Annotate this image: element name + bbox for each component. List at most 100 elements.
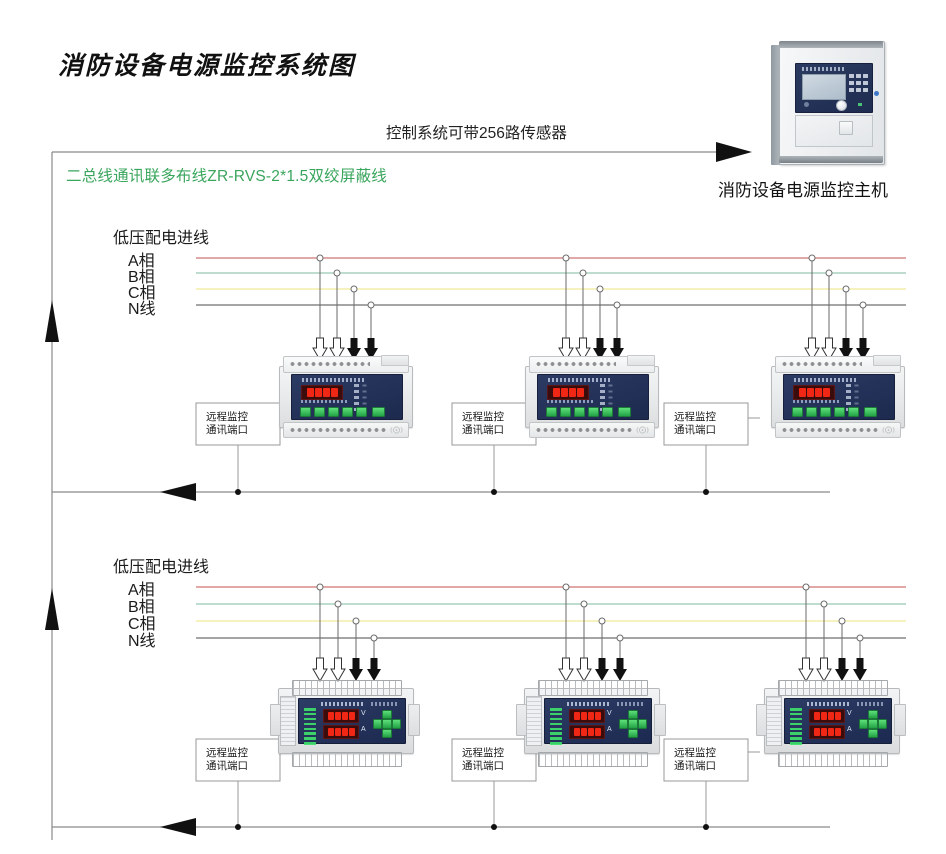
status-led-bar bbox=[304, 708, 316, 747]
port-label-line1: 远程监控 bbox=[462, 747, 504, 759]
port-label-line2: 通讯端口 bbox=[462, 423, 504, 436]
port-label-dev-1-3: 远程监控 通讯端口 bbox=[674, 411, 716, 436]
device-dev-2-3[interactable]: V A bbox=[756, 676, 906, 768]
port-label-line1: 远程监控 bbox=[462, 411, 504, 423]
nav-left-button[interactable] bbox=[619, 719, 628, 729]
terminal-holes bbox=[290, 427, 386, 433]
drops-dev-2-2 bbox=[558, 583, 627, 682]
voltage-display bbox=[569, 709, 605, 723]
side-tab bbox=[873, 355, 901, 366]
navigation-keypad[interactable] bbox=[619, 710, 647, 738]
sub-label bbox=[547, 400, 593, 403]
button-row[interactable] bbox=[300, 407, 367, 417]
enter-button[interactable] bbox=[864, 407, 877, 417]
current-display bbox=[569, 725, 605, 739]
current-display bbox=[809, 725, 845, 739]
enter-button[interactable] bbox=[372, 407, 385, 417]
button-row[interactable] bbox=[792, 407, 859, 417]
terminal-strip-bottom bbox=[283, 422, 409, 438]
device-dev-1-2[interactable] bbox=[521, 352, 661, 438]
terminal-strip-bottom bbox=[292, 752, 402, 767]
terminal-holes bbox=[290, 361, 370, 367]
control-panel[interactable] bbox=[795, 63, 873, 113]
heatsink-fins bbox=[280, 696, 296, 746]
port-label-line2: 通讯端口 bbox=[674, 423, 716, 436]
device-dev-2-2[interactable]: V A bbox=[516, 676, 666, 768]
status-led-bar bbox=[550, 708, 562, 747]
nav-enter-button[interactable] bbox=[868, 719, 878, 729]
panel-round-button[interactable] bbox=[836, 100, 847, 111]
port-label-dev-2-2: 远程监控 通讯端口 bbox=[462, 747, 504, 772]
panel-indicator-grid[interactable] bbox=[849, 74, 869, 98]
sub-label bbox=[301, 400, 347, 403]
nav-left-button[interactable] bbox=[373, 719, 382, 729]
nav-enter-button[interactable] bbox=[382, 719, 392, 729]
heatsink-fins bbox=[766, 696, 782, 746]
port-leaders-upper bbox=[195, 402, 760, 495]
terminal-holes bbox=[782, 361, 862, 367]
nav-right-button[interactable] bbox=[878, 719, 887, 729]
phase-label-a-lower: A相 bbox=[128, 582, 155, 599]
phase-label-b-lower: B相 bbox=[128, 599, 155, 616]
led-display bbox=[793, 385, 835, 400]
device-dev-1-3[interactable] bbox=[767, 352, 907, 438]
port-label-line2: 通讯端口 bbox=[674, 759, 716, 772]
nav-up-button[interactable] bbox=[628, 710, 638, 719]
port-label-line1: 远程监控 bbox=[674, 747, 716, 759]
port-label-line1: 远程监控 bbox=[206, 411, 248, 423]
panel-title-text bbox=[802, 67, 844, 71]
device-dev-2-1[interactable]: V A bbox=[270, 676, 420, 768]
door-handle[interactable] bbox=[839, 121, 853, 135]
nav-up-button[interactable] bbox=[382, 710, 392, 719]
nav-left-button[interactable] bbox=[859, 719, 868, 729]
device-faceplate bbox=[537, 374, 649, 420]
page-title: 消防设备电源监控系统图 bbox=[58, 51, 356, 80]
left-arrow-icon bbox=[160, 483, 196, 501]
voltage-display bbox=[809, 709, 845, 723]
phase-label-c-lower: C相 bbox=[128, 616, 156, 633]
nav-up-button[interactable] bbox=[868, 710, 878, 719]
port-label-dev-2-3: 远程监控 通讯端口 bbox=[674, 747, 716, 772]
monitoring-host-cabinet[interactable] bbox=[771, 41, 885, 165]
sub-label bbox=[793, 400, 839, 403]
nav-enter-button[interactable] bbox=[628, 719, 638, 729]
communication-bus bbox=[45, 142, 830, 840]
phase-label-n-upper: N线 bbox=[128, 301, 156, 318]
cabinet-door[interactable] bbox=[795, 115, 873, 147]
device-faceplate: V A bbox=[544, 698, 652, 747]
device-dev-1-1[interactable] bbox=[275, 352, 415, 438]
terminal-strip-bottom bbox=[778, 752, 888, 767]
nav-right-button[interactable] bbox=[638, 719, 647, 729]
device-faceplate bbox=[291, 374, 403, 420]
nav-right-button[interactable] bbox=[392, 719, 401, 729]
panel-small-button[interactable] bbox=[804, 102, 809, 107]
nav-down-button[interactable] bbox=[868, 729, 878, 738]
current-unit: A bbox=[607, 726, 612, 733]
cabinet-top-trim bbox=[779, 41, 883, 48]
mounting-ear-right bbox=[894, 704, 906, 736]
terminal-strip-top bbox=[778, 680, 888, 696]
nav-down-button[interactable] bbox=[382, 729, 392, 738]
heatsink-fins bbox=[526, 696, 542, 746]
vent-icon bbox=[882, 426, 895, 434]
navigation-keypad[interactable] bbox=[373, 710, 401, 738]
mounting-ear-right bbox=[654, 704, 666, 736]
phase-label-b-upper: B相 bbox=[128, 269, 155, 286]
drops-dev-1-2 bbox=[558, 254, 624, 361]
terminal-holes bbox=[536, 427, 632, 433]
button-row[interactable] bbox=[546, 407, 613, 417]
vent-icon bbox=[390, 426, 403, 434]
model-text bbox=[617, 702, 645, 706]
voltage-display bbox=[323, 709, 359, 723]
terminal-holes bbox=[536, 361, 616, 367]
brand-text bbox=[548, 378, 610, 382]
nav-down-button[interactable] bbox=[628, 729, 638, 738]
mounting-ear-right bbox=[408, 704, 420, 736]
current-unit: A bbox=[361, 726, 366, 733]
navigation-keypad[interactable] bbox=[859, 710, 887, 738]
voltage-unit: V bbox=[361, 710, 366, 717]
enter-button[interactable] bbox=[618, 407, 631, 417]
brand-text bbox=[794, 378, 856, 382]
port-label-line2: 通讯端口 bbox=[206, 759, 248, 772]
